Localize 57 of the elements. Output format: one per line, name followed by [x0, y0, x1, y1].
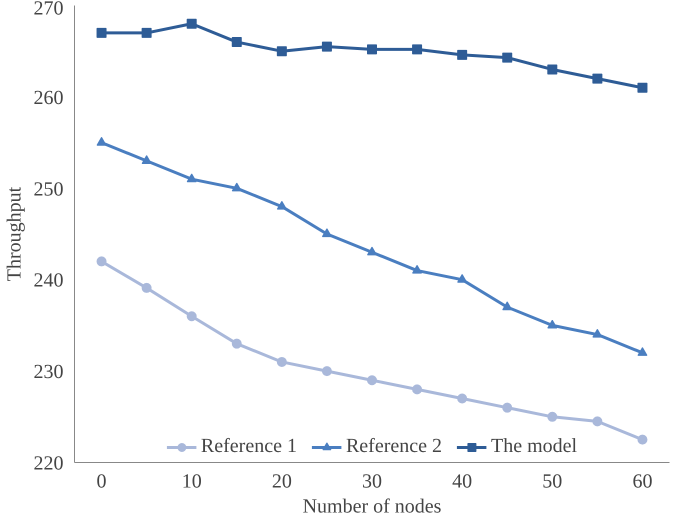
point	[96, 256, 107, 266]
point	[232, 182, 242, 192]
y-tick-label: 260	[34, 86, 64, 109]
x-tick-label: 20	[272, 470, 292, 492]
x-tick-label: 40	[452, 470, 472, 492]
point	[96, 28, 107, 38]
x-tick-label: 10	[182, 470, 202, 492]
point	[322, 42, 332, 52]
point	[186, 18, 197, 29]
point	[322, 228, 332, 238]
legend-label: Reference 1	[200, 435, 297, 458]
point	[367, 375, 377, 386]
x-tick-label: 60	[632, 470, 652, 492]
point	[547, 64, 558, 74]
x-tick-label: 50	[542, 470, 562, 492]
point	[276, 46, 287, 56]
point	[96, 136, 107, 146]
point	[457, 394, 468, 404]
point	[457, 274, 468, 283]
point	[502, 301, 512, 310]
point	[322, 366, 332, 376]
point	[592, 74, 602, 84]
x-tick-label: 0	[96, 470, 107, 492]
point	[186, 173, 197, 182]
point	[276, 356, 287, 367]
y-tick-label: 230	[34, 361, 64, 384]
point	[276, 200, 287, 210]
legend-label: Reference 2	[346, 435, 442, 458]
point	[547, 412, 558, 422]
y-tick-label: 220	[34, 452, 64, 474]
y-tick-label: 240	[34, 270, 64, 292]
point	[367, 246, 377, 256]
point	[232, 338, 242, 349]
point	[502, 52, 512, 63]
point	[592, 328, 602, 338]
point	[412, 384, 422, 394]
point	[142, 282, 152, 293]
point	[637, 82, 648, 93]
x-axis-title: Number of nodes	[302, 496, 442, 518]
point	[457, 50, 468, 60]
point	[367, 44, 377, 54]
point	[637, 434, 648, 445]
x-tick-label: 30	[362, 470, 382, 492]
point	[186, 311, 197, 322]
point	[547, 320, 558, 328]
point	[142, 155, 152, 164]
point	[142, 28, 152, 38]
y-axis-title: Throughput	[4, 186, 26, 282]
point	[592, 416, 602, 426]
legend-label: The model	[491, 435, 578, 458]
point	[412, 44, 422, 54]
point	[637, 347, 648, 356]
y-tick-label: 250	[34, 178, 64, 200]
y-tick-label: 270	[34, 0, 64, 20]
point	[502, 402, 512, 413]
point	[232, 37, 242, 48]
point	[412, 264, 422, 274]
